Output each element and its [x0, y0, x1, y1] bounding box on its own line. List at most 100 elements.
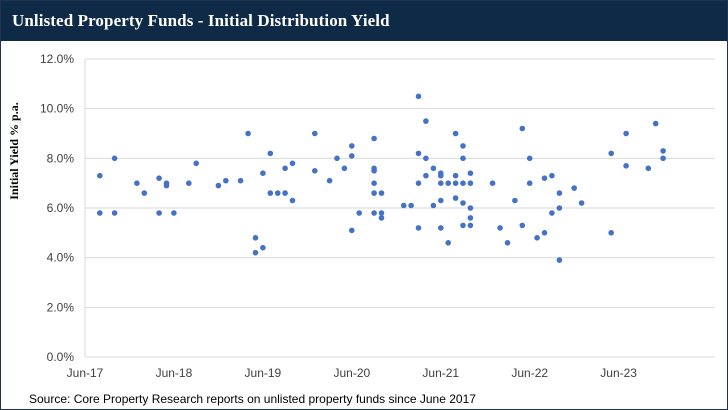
data-point	[371, 135, 377, 142]
data-point	[452, 180, 459, 186]
data-point	[526, 155, 533, 162]
data-point	[312, 130, 318, 137]
data-point	[252, 249, 259, 256]
data-point	[260, 244, 266, 251]
x-tick-label: Jun-18	[156, 366, 193, 380]
data-point	[156, 175, 162, 181]
data-point	[378, 215, 385, 221]
data-point	[460, 143, 466, 149]
data-point	[608, 150, 614, 157]
data-point	[512, 197, 518, 204]
data-point	[415, 180, 422, 186]
data-point	[452, 172, 459, 179]
data-point	[141, 190, 148, 196]
y-tick-label: 10.0%	[40, 102, 74, 116]
data-point	[289, 160, 296, 167]
data-point	[556, 257, 563, 263]
data-point	[371, 180, 377, 186]
source-note: Source: Core Property Research reports o…	[29, 392, 476, 406]
data-point	[556, 205, 563, 211]
y-tick-label: 4.0%	[47, 251, 75, 265]
y-tick-label: 0.0%	[47, 350, 75, 364]
data-point	[489, 180, 496, 186]
data-point	[245, 130, 251, 137]
data-point	[341, 165, 348, 172]
y-tick-label: 2.0%	[47, 300, 75, 314]
data-point	[452, 195, 459, 201]
data-point	[252, 235, 259, 241]
x-tick-label: Jun-23	[600, 366, 637, 380]
x-tick-labels: Jun-17 Jun-18 Jun-19 Jun-20 Jun-21 Jun-22 Jun-…	[67, 366, 638, 380]
y-tick-label: 12.0%	[40, 52, 74, 66]
data-point	[608, 230, 614, 236]
data-point	[504, 240, 511, 246]
data-point	[541, 230, 548, 236]
data-point	[571, 185, 577, 191]
x-tick-label: Jun-21	[422, 366, 459, 380]
data-point	[430, 165, 437, 172]
data-point	[134, 180, 140, 186]
data-point	[549, 172, 555, 179]
data-point	[423, 118, 429, 124]
data-point	[274, 190, 281, 196]
data-point	[541, 175, 548, 181]
y-axis-label: Initial Yield % p.a.	[7, 102, 21, 200]
data-point	[660, 148, 666, 154]
data-point	[349, 153, 355, 159]
x-tick-label: Jun-17	[67, 366, 104, 380]
data-point	[460, 222, 466, 229]
data-point	[438, 172, 444, 179]
data-point	[371, 190, 377, 196]
data-point	[260, 170, 266, 176]
data-point	[445, 240, 452, 246]
data-point	[578, 200, 585, 206]
data-point	[312, 168, 318, 174]
data-point	[334, 155, 340, 162]
data-point	[467, 180, 474, 186]
data-point	[652, 120, 659, 127]
data-point	[497, 225, 503, 231]
data-point	[267, 150, 274, 157]
x-tick-label: Jun-20	[333, 366, 370, 380]
data-point	[237, 177, 244, 184]
data-point	[423, 155, 429, 162]
data-point	[467, 170, 474, 176]
data-point	[438, 197, 444, 204]
data-point	[556, 190, 563, 196]
data-point	[282, 190, 288, 196]
data-point	[660, 155, 666, 162]
data-point	[623, 163, 629, 169]
data-point	[156, 210, 162, 216]
data-point	[378, 190, 385, 196]
data-point	[460, 200, 466, 206]
data-point	[378, 210, 385, 216]
data-point	[111, 155, 118, 162]
data-point	[171, 210, 177, 216]
data-point	[460, 155, 466, 162]
data-point	[349, 227, 355, 234]
data-point	[97, 210, 103, 216]
data-point	[326, 177, 333, 184]
y-tick-labels: 0.0% 2.0% 4.0% 6.0% 8.0% 10.0% 12.0%	[40, 52, 74, 364]
data-point	[460, 180, 466, 186]
data-point	[467, 222, 474, 229]
data-points	[97, 93, 666, 263]
data-point	[519, 222, 526, 229]
y-tick-label: 8.0%	[47, 151, 75, 165]
data-point	[371, 168, 377, 174]
data-point	[423, 172, 429, 179]
data-point	[445, 180, 452, 186]
data-point	[467, 205, 474, 211]
data-point	[97, 172, 103, 179]
data-point	[163, 182, 170, 189]
chart-header: Unlisted Property Funds - Initial Distri…	[1, 1, 727, 41]
data-point	[289, 197, 296, 204]
x-tick-label: Jun-19	[245, 366, 282, 380]
data-point	[193, 160, 199, 167]
data-point	[415, 225, 422, 231]
data-point	[645, 165, 652, 172]
data-point	[371, 210, 377, 216]
gridlines	[84, 58, 715, 358]
data-point	[223, 177, 229, 184]
